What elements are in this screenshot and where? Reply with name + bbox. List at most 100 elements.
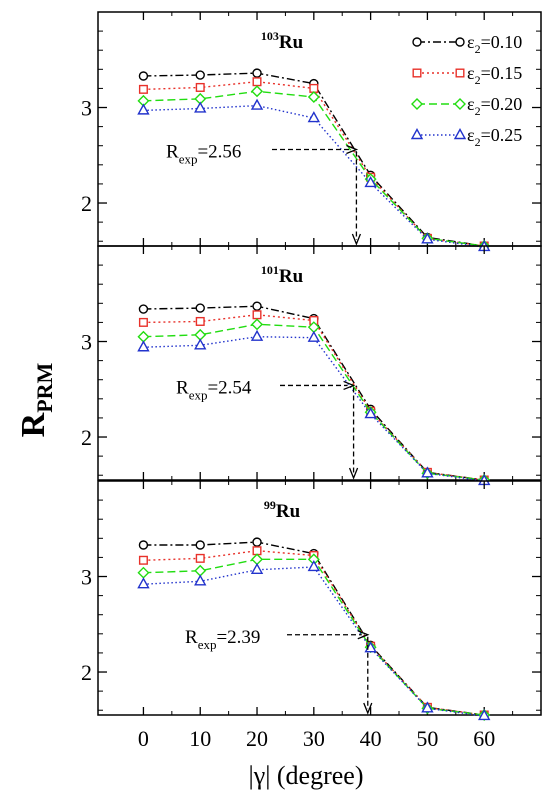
legend-sub: 2 [475,135,481,149]
x-tick-label: 50 [416,726,438,751]
legend-marker [412,68,422,78]
data-point [195,553,205,563]
legend-sub: 2 [475,104,481,118]
x-tick-label: 40 [360,726,382,751]
annotation-arrowhead-h [343,380,356,391]
y-axis-title: RPRM [15,362,57,437]
legend-label: ε2=0.20 [467,94,522,118]
legend-marker [455,37,465,47]
annotation-value: =2.39 [216,627,260,648]
legend-item-3: ε2=0.20 [411,94,522,118]
data-point [478,709,491,721]
data-point [364,176,377,188]
annotation-value: =2.56 [197,142,241,163]
y-tick-label: 2 [81,191,92,216]
legend-epsilon: ε [467,94,475,114]
series-line-4 [143,335,485,482]
panel-2: 2 3 101Ru Rexp=2.54 [81,245,542,486]
data-point [195,303,205,313]
legend-marker [455,68,465,78]
y-tick-label: 3 [81,96,92,121]
data-point [250,98,264,110]
legend-sub: 2 [475,42,481,56]
y-tick-label: 2 [81,660,92,685]
legend-marker [411,98,423,110]
data-point [251,553,264,566]
data-point [195,316,205,326]
annotation-arrowhead-v [348,467,359,480]
annotation-sub: exp [198,637,217,652]
data-point [421,701,434,713]
data-point [194,564,207,577]
annotation-label: Rexp=2.39 [185,627,260,652]
panels: 23103RuRexp=2.56ε2=0.10ε2=0.15ε2=0.20ε2=… [81,11,542,721]
data-point [250,562,264,575]
data-point [307,560,321,572]
y-axis-title-sub: PRM [32,362,57,412]
data-point [252,310,262,320]
x-tick-label: 30 [303,726,325,751]
panel-title-mass-number: 99 [264,498,276,512]
data-point [251,318,264,331]
legend-label: ε2=0.15 [467,63,522,87]
data-point [252,77,262,87]
data-point [252,301,262,311]
legend-epsilon: ε [467,125,475,145]
data-point [138,555,148,565]
panel-title-mass-number: 103 [261,29,279,43]
panel-1: 23103RuRexp=2.56ε2=0.10ε2=0.15ε2=0.20ε2=… [81,11,542,252]
legend-item-4: ε2=0.25 [410,125,522,149]
x-tick-label: 60 [473,726,495,751]
x-axis: 0 10 20 30 40 50 60 |γ| (degree) [138,726,495,790]
data-point [138,84,148,94]
data-point [251,85,264,98]
data-point [195,540,205,550]
data-point [421,232,434,244]
legend-label: ε2=0.10 [467,32,522,56]
x-tick-label: 20 [246,726,268,751]
annotation-arrowhead-h [346,144,359,155]
annotation-label: Rexp=2.54 [176,377,252,402]
panel-title-element: Ru [279,266,304,287]
data-point [250,329,264,341]
legend-value: =0.20 [481,94,523,114]
data-point [194,574,207,586]
y-tick-label: 2 [81,425,92,450]
x-tick-label: 10 [189,726,211,751]
panel-3: 2 3 99Ru Rexp=2.39 [81,480,542,721]
annotation-arrowhead-v [351,233,362,246]
legend-sub: 2 [475,73,481,87]
data-point [194,338,207,350]
data-point [421,466,434,478]
legend-marker [454,98,466,110]
panel-title: 103Ru [261,29,304,53]
panel-frame [97,245,542,481]
annotation-sub: exp [189,387,208,402]
data-point [194,101,207,113]
data-point [194,328,207,341]
annotation-r: R [185,627,198,648]
x-tick-label: 0 [138,726,149,751]
data-point [252,68,262,78]
y-tick-label: 3 [81,330,92,355]
panel-title-element: Ru [279,32,304,53]
legend-value: =0.15 [481,63,523,83]
data-point [307,330,321,342]
legend-value: =0.10 [481,32,523,52]
annotation-value: =2.54 [207,377,251,398]
data-point [137,577,150,589]
data-point [138,540,149,550]
data-point [195,82,205,92]
panel-title-mass-number: 101 [261,263,279,277]
panel-title: 101Ru [261,263,304,287]
legend-item-1: ε2=0.10 [412,32,522,56]
annotation-r: R [176,377,189,398]
data-point [195,70,205,80]
annotation-r: R [166,142,179,163]
annotation-label: Rexp=2.56 [166,142,241,167]
legend-item-2: ε2=0.15 [412,63,522,87]
y-axis-title-main: R [15,412,52,437]
data-point [307,111,321,123]
y-tick-label: 3 [81,565,92,590]
y-axis-label: RPRM [15,362,57,437]
